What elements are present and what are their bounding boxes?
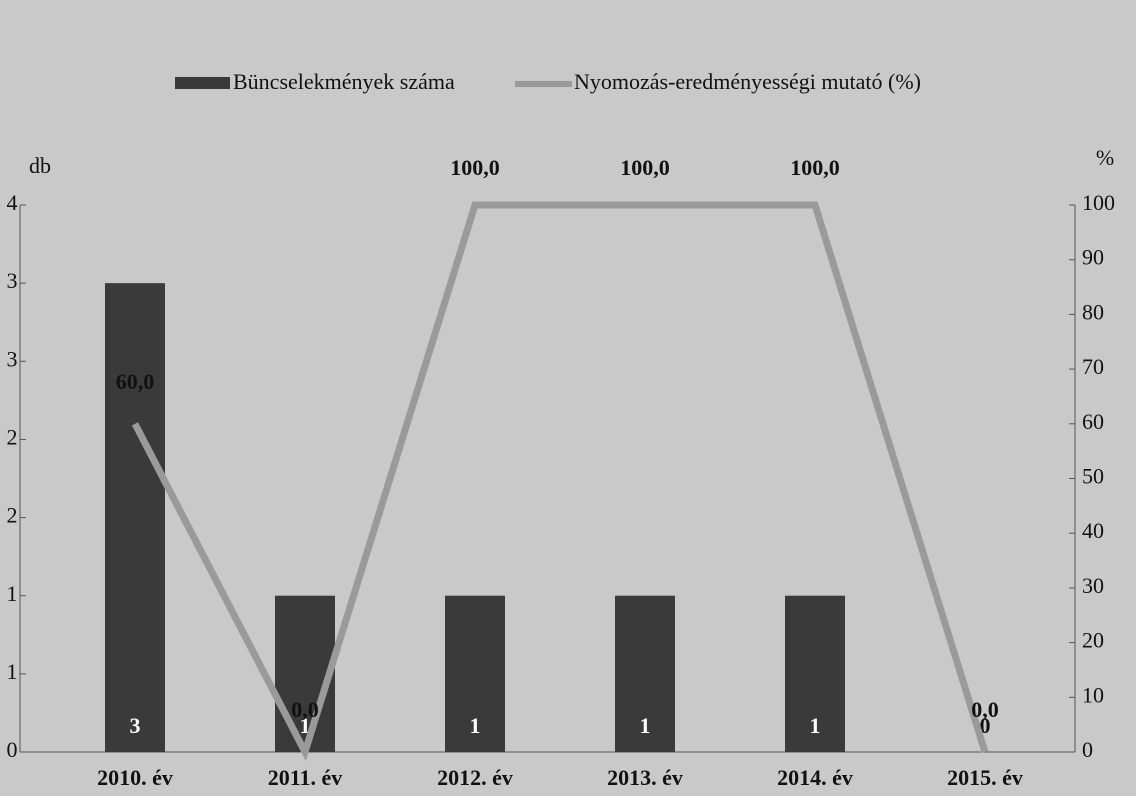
- y2-tick-label: 10: [1082, 682, 1104, 707]
- y2-tick-label: 90: [1082, 245, 1104, 270]
- line: [131, 201, 989, 762]
- y2-tick-label: 80: [1082, 299, 1104, 324]
- bar-value-label: 1: [810, 713, 821, 738]
- bar-value-label: 1: [640, 713, 651, 738]
- legend-label: Nyomozás-eredményességi mutató (%): [574, 69, 921, 94]
- y2-tick-label: 0: [1082, 737, 1093, 762]
- bar-value-label: 3: [130, 713, 141, 738]
- y-tick-label: 4: [7, 190, 18, 215]
- y2-tick-label: 100: [1082, 190, 1115, 215]
- y-tick-label: 3: [7, 346, 18, 371]
- y2-tick-label: 20: [1082, 628, 1104, 653]
- y-tick-label: 1: [7, 581, 18, 606]
- bar-value-label: 1: [300, 713, 311, 738]
- legend-swatch: [175, 77, 230, 89]
- y-tick-label: 0: [7, 737, 18, 762]
- y2-tick-label: 70: [1082, 354, 1104, 379]
- line-value-label: 100,0: [620, 155, 670, 180]
- bar-value-label: 0: [980, 713, 991, 738]
- x-tick-label: 2012. év: [437, 765, 513, 790]
- line-value-label: 0,0: [971, 697, 999, 722]
- legend-label: Büncselekmények száma: [233, 69, 455, 94]
- x-tick-label: 2013. év: [607, 765, 683, 790]
- y-tick-label: 2: [7, 503, 18, 528]
- y-axis-unit: db: [29, 153, 51, 178]
- line-value-label: 100,0: [790, 155, 840, 180]
- line-value-label: 100,0: [450, 155, 500, 180]
- bar: [445, 595, 505, 752]
- y2-tick-label: 60: [1082, 409, 1104, 434]
- bar: [785, 595, 845, 752]
- y2-tick-label: 50: [1082, 464, 1104, 489]
- bar: [105, 283, 165, 752]
- y-tick-label: 1: [7, 659, 18, 684]
- x-tick-label: 2010. év: [97, 765, 173, 790]
- x-tick-label: 2014. év: [777, 765, 853, 790]
- y2-axis-unit: %: [1096, 145, 1114, 170]
- y-tick-label: 2: [7, 424, 18, 449]
- x-tick-label: 2011. év: [268, 765, 343, 790]
- line-value-label: 0,0: [291, 697, 319, 722]
- y-tick-label: 3: [7, 268, 18, 293]
- line-value-label: 60,0: [116, 369, 155, 394]
- x-tick-label: 2015. év: [947, 765, 1023, 790]
- bar: [275, 595, 335, 752]
- y2-tick-label: 40: [1082, 518, 1104, 543]
- bar-value-label: 1: [470, 713, 481, 738]
- bar: [615, 595, 675, 752]
- y2-tick-label: 30: [1082, 573, 1104, 598]
